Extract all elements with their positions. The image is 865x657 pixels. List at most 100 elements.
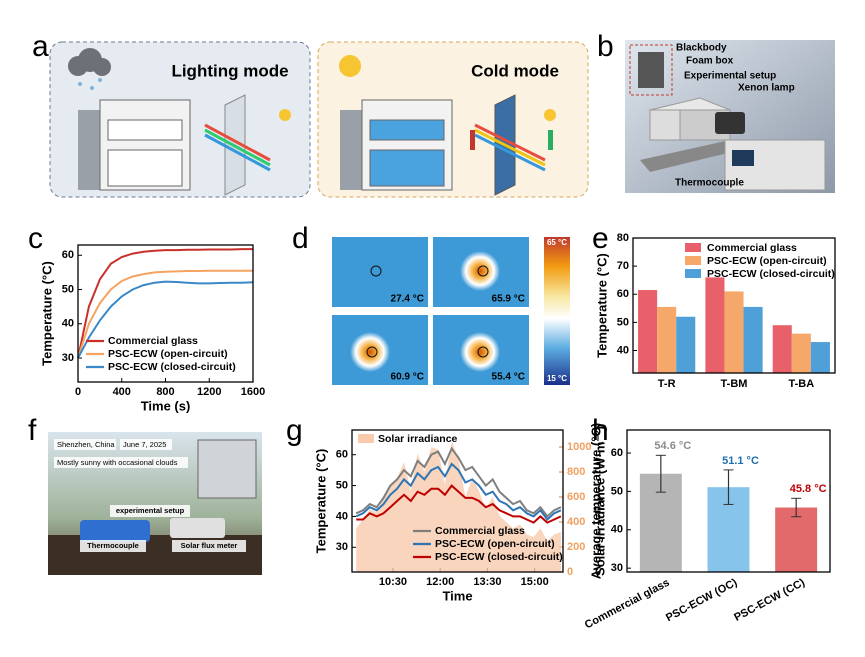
legend-swatch	[685, 243, 701, 252]
y-tick-label: 50	[611, 485, 623, 497]
y-tick-label: 50	[62, 283, 74, 295]
legend-swatch	[685, 269, 701, 278]
y2-tick-label: 400	[567, 516, 585, 528]
bar	[772, 325, 792, 373]
y-tick-label: 60	[336, 449, 348, 461]
panel-a-art	[49, 41, 589, 198]
legend-label: PSC-ECW (open-circuit)	[707, 255, 827, 267]
bar	[743, 306, 763, 373]
y-axis-label: Temperature (°C)	[594, 253, 609, 358]
x-tick-label: 1200	[197, 386, 221, 398]
legend-swatch	[358, 434, 374, 443]
y2-axis-label: Solar irradiance (W·m⁻²)	[592, 426, 607, 576]
series-line	[77, 248, 253, 359]
plot-frame	[77, 244, 254, 383]
legend-label: Commercial glass	[707, 242, 797, 254]
value-label: 45.8 °C	[790, 483, 827, 495]
y-tick-label: 40	[617, 344, 629, 356]
y2-tick-label: 0	[567, 566, 573, 578]
y-axis-label: Temperature (°C)	[39, 261, 54, 366]
panel-label: h	[592, 414, 609, 447]
panel-label: b	[597, 30, 614, 63]
panel-label: d	[292, 222, 309, 255]
x-tick-label: 13:30	[473, 576, 501, 588]
value-label: 54.6 °C	[654, 440, 691, 452]
photo-caption: Shenzhen, China	[57, 440, 115, 449]
y-axis-label: Temperature (°C)	[313, 449, 328, 554]
legend-label: PSC-ECW (closed-circuit)	[707, 268, 835, 280]
panel-label: f	[28, 414, 37, 447]
y-tick-label: 40	[336, 510, 348, 522]
photo-caption: Mostly sunny with occasional clouds	[57, 458, 178, 467]
y-tick-label: 50	[617, 316, 629, 328]
series-line	[355, 462, 562, 521]
x-tick-label: T-BM	[721, 378, 748, 390]
series-line	[77, 269, 253, 359]
plot-frame	[351, 429, 564, 573]
y2-tick-label: 1000	[567, 441, 591, 453]
y-tick-label: 80	[617, 232, 629, 244]
scale-max: 65 °C	[547, 238, 567, 247]
setup-label: Xenon lamp	[738, 83, 795, 94]
bar	[705, 277, 725, 373]
series-line	[77, 280, 254, 359]
x-tick-label: 800	[156, 386, 174, 398]
panel-label: e	[592, 222, 609, 255]
bar	[676, 316, 696, 373]
photo-label: Solar flux meter	[181, 541, 238, 550]
y-tick-label: 70	[617, 260, 629, 272]
panel-b-art	[625, 40, 835, 193]
bar	[657, 306, 677, 373]
temp-reading: 60.9 °C	[391, 372, 424, 383]
plot-frame	[632, 237, 836, 374]
bar	[724, 291, 744, 373]
y-tick-label: 40	[611, 524, 623, 536]
y-tick-label: 40	[62, 318, 74, 330]
series-line	[356, 484, 562, 524]
bar	[775, 507, 818, 572]
temp-reading: 55.4 °C	[492, 372, 525, 383]
setup-label: Thermocouple	[675, 178, 744, 189]
series-line	[355, 446, 562, 518]
x-tick-label: T-BA	[788, 378, 814, 390]
y2-tick-label: 800	[567, 466, 585, 478]
x-axis-label: Time	[442, 588, 472, 603]
panel-label: c	[28, 222, 43, 255]
bar	[810, 342, 830, 373]
y-tick-label: 60	[611, 447, 623, 459]
legend-label: PSC-ECW (closed-circuit)	[435, 551, 563, 563]
y-tick-label: 60	[62, 249, 74, 261]
photo-label: experimental setup	[116, 506, 185, 515]
x-tick-label: 12:00	[426, 576, 454, 588]
photo-label: Thermocouple	[87, 541, 139, 550]
legend-label: Commercial glass	[108, 335, 198, 347]
y-tick-label: 60	[617, 288, 629, 300]
temp-reading: 27.4 °C	[391, 294, 424, 305]
x-tick-label: 0	[75, 386, 81, 398]
panel-d-art	[332, 237, 570, 385]
setup-label: Foam box	[686, 56, 734, 67]
bar	[638, 290, 658, 373]
bar	[791, 333, 811, 373]
y-tick-label: 30	[336, 541, 348, 553]
x-tick-label: 400	[113, 386, 131, 398]
temp-reading: 65.9 °C	[492, 294, 525, 305]
x-axis-label: Time (s)	[141, 398, 191, 413]
x-tick-label: PSC-ECW (CC)	[732, 576, 807, 623]
panel-f-art	[48, 432, 262, 575]
x-tick-label: 1600	[241, 386, 265, 398]
x-tick-label: PSC-ECW (OC)	[664, 576, 740, 624]
y2-tick-label: 200	[567, 541, 585, 553]
setup-label: Blackbody	[676, 43, 727, 54]
legend-swatch	[685, 256, 701, 265]
panel-label: a	[32, 30, 49, 63]
mode-title: Lighting mode	[171, 61, 288, 80]
panel-label: g	[286, 414, 303, 447]
x-tick-label: T-R	[658, 378, 676, 390]
legend-label: Commercial glass	[435, 525, 525, 537]
legend-label: PSC-ECW (closed-circuit)	[108, 361, 236, 373]
y-tick-label: 30	[611, 562, 623, 574]
value-label: 51.1 °C	[722, 455, 759, 467]
scale-min: 15 °C	[547, 374, 567, 383]
irradiance-area	[356, 440, 561, 572]
